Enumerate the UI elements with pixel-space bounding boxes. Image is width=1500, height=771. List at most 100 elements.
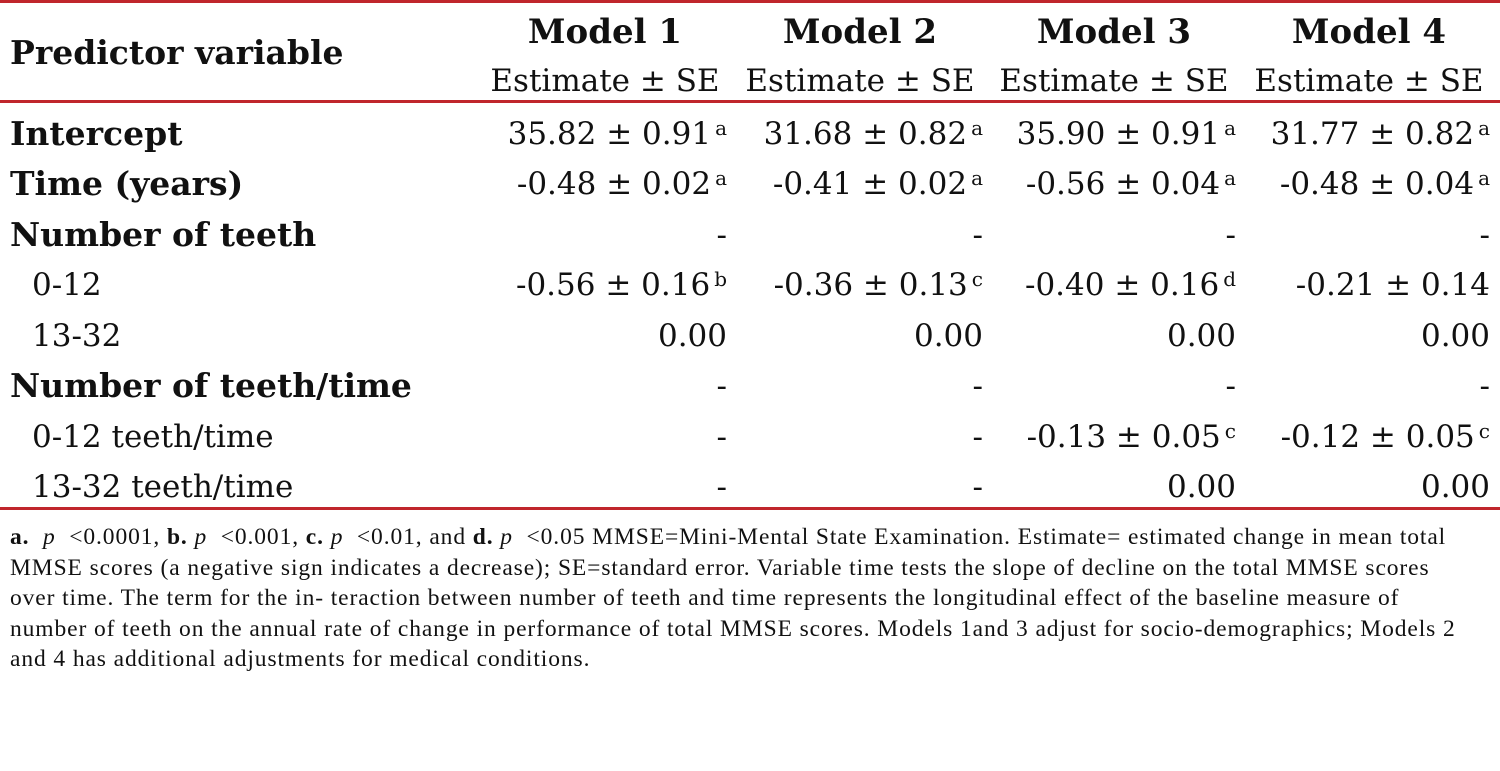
cell-estimate: -0.13 ± 0.05 <box>1026 419 1221 455</box>
cell-estimate: 0.00 <box>913 318 983 354</box>
table-cell-model-3: -0.40 ± 0.16 d <box>1025 263 1236 307</box>
table-cell-model-2: -0.41 ± 0.02 a <box>773 162 983 206</box>
row-label: Intercept <box>10 114 183 153</box>
cell-estimate: - <box>1225 217 1236 253</box>
cell-estimate: - <box>1225 368 1236 404</box>
significance-marker: c <box>971 267 983 291</box>
row-label: 0-12 <box>32 267 102 303</box>
significance-marker: a <box>715 116 727 140</box>
model-1-subheader: Estimate ± SE <box>490 63 720 99</box>
row-label: 13-32 <box>32 318 122 354</box>
cell-estimate: -0.56 ± 0.16 <box>515 267 711 303</box>
table-cell-model-3: 0.00 <box>1167 465 1236 509</box>
footnote-text: MMSE=Mini-Mental State Examination. Esti… <box>10 524 1456 672</box>
cell-estimate: 0.00 <box>657 318 727 354</box>
cell-estimate: - <box>716 217 727 253</box>
table-cell-model-2: - <box>973 465 983 509</box>
significance-marker: b <box>714 267 727 291</box>
cell-estimate: -0.12 ± 0.05 <box>1280 419 1475 455</box>
footnote-p-d: p <box>500 524 513 550</box>
significance-marker: a <box>1224 116 1236 140</box>
footnote-threshold-a: <0.0001, <box>69 524 161 550</box>
significance-marker: d <box>1223 267 1236 291</box>
significance-marker: a <box>1224 166 1236 190</box>
cell-estimate: - <box>972 217 983 253</box>
cell-estimate: - <box>716 368 727 404</box>
cell-estimate: 0.00 <box>1166 469 1236 505</box>
significance-marker: a <box>1478 116 1490 140</box>
table-cell-model-1: - <box>717 415 727 459</box>
table-bottom-rule <box>0 507 1500 510</box>
predictor-variable-header: Predictor variable <box>10 33 344 72</box>
footnote-p-a: p <box>43 524 56 550</box>
cell-estimate: -0.56 ± 0.04 <box>1025 166 1221 202</box>
table-cell-model-3: 35.90 ± 0.91 a <box>1017 112 1236 156</box>
cell-estimate: 0.00 <box>1420 469 1490 505</box>
model-4-header: Model 4 <box>1291 12 1447 52</box>
model-4-subheader: Estimate ± SE <box>1254 63 1484 99</box>
table-cell-model-3: - <box>1226 364 1236 408</box>
cell-estimate: 35.90 ± 0.91 <box>1016 116 1221 152</box>
model-3-header: Model 3 <box>1036 12 1192 52</box>
table-cell-model-4: 0.00 <box>1421 465 1490 509</box>
footnote-threshold-d: <0.05 <box>526 524 586 550</box>
table-cell-model-1: - <box>717 364 727 408</box>
table-cell-model-1: - <box>717 465 727 509</box>
cell-estimate: 35.82 ± 0.91 <box>507 116 712 152</box>
cell-estimate: -0.21 ± 0.14 <box>1295 267 1490 303</box>
footnote-key-d: d. <box>472 524 494 550</box>
cell-estimate: - <box>1479 368 1490 404</box>
table-cell-model-4: -0.12 ± 0.05 c <box>1281 415 1490 459</box>
table-cell-model-1: -0.56 ± 0.16 b <box>516 263 727 307</box>
table-cell-model-1: 0.00 <box>658 314 727 358</box>
cell-estimate: 0.00 <box>1420 318 1490 354</box>
cell-estimate: -0.36 ± 0.13 <box>773 267 968 303</box>
significance-marker: a <box>971 166 983 190</box>
model-2-header: Model 2 <box>782 12 938 52</box>
footnote-threshold-c: <0.01, and <box>356 524 466 550</box>
table-cell-model-4: 0.00 <box>1421 314 1490 358</box>
cell-estimate: - <box>716 419 727 455</box>
footnote-threshold-b: <0.001, <box>220 524 300 550</box>
table-top-rule <box>0 0 1500 3</box>
table-cell-model-4: -0.21 ± 0.14 <box>1296 263 1490 307</box>
table-cell-model-1: 35.82 ± 0.91 a <box>508 112 727 156</box>
footnote-key-c: c. <box>305 524 324 550</box>
cell-estimate: - <box>972 419 983 455</box>
footnote-key-a: a. <box>10 524 30 550</box>
table-cell-model-2: - <box>973 415 983 459</box>
table-cell-model-2: - <box>973 213 983 257</box>
significance-marker: a <box>971 116 983 140</box>
table-cell-model-3: - <box>1226 213 1236 257</box>
cell-estimate: -0.41 ± 0.02 <box>772 166 968 202</box>
significance-marker: a <box>715 166 727 190</box>
table-cell-model-4: - <box>1480 364 1490 408</box>
footnote-p-c: p <box>330 524 344 550</box>
cell-estimate: - <box>972 368 983 404</box>
table-cell-model-3: -0.13 ± 0.05 c <box>1027 415 1236 459</box>
footnote-key-b: b. <box>166 524 188 550</box>
model-3-subheader: Estimate ± SE <box>999 63 1229 99</box>
table-cell-model-4: - <box>1480 213 1490 257</box>
table-cell-model-4: -0.48 ± 0.04 a <box>1280 162 1490 206</box>
model-1-header: Model 1 <box>527 12 683 52</box>
table-cell-model-2: - <box>973 364 983 408</box>
row-label: Number of teeth/time <box>10 366 412 405</box>
cell-estimate: -0.40 ± 0.16 <box>1024 267 1220 303</box>
footnote-p-b: p <box>194 524 208 550</box>
table-cell-model-4: 31.77 ± 0.82 a <box>1271 112 1490 156</box>
cell-estimate: -0.48 ± 0.02 <box>516 166 712 202</box>
row-label: Time (years) <box>10 164 244 203</box>
table-cell-model-1: - <box>717 213 727 257</box>
cell-estimate: 0.00 <box>1166 318 1236 354</box>
row-label: Number of teeth <box>10 215 317 254</box>
cell-estimate: - <box>716 469 727 505</box>
row-label: 13-32 teeth/time <box>32 469 294 505</box>
row-label: 0-12 teeth/time <box>32 419 274 455</box>
cell-estimate: 31.77 ± 0.82 <box>1270 116 1475 152</box>
header-bottom-rule <box>0 100 1500 103</box>
model-2-subheader: Estimate ± SE <box>745 63 975 99</box>
table-cell-model-3: -0.56 ± 0.04 a <box>1026 162 1236 206</box>
table-cell-model-1: -0.48 ± 0.02 a <box>517 162 727 206</box>
cell-estimate: 31.68 ± 0.82 <box>763 116 968 152</box>
